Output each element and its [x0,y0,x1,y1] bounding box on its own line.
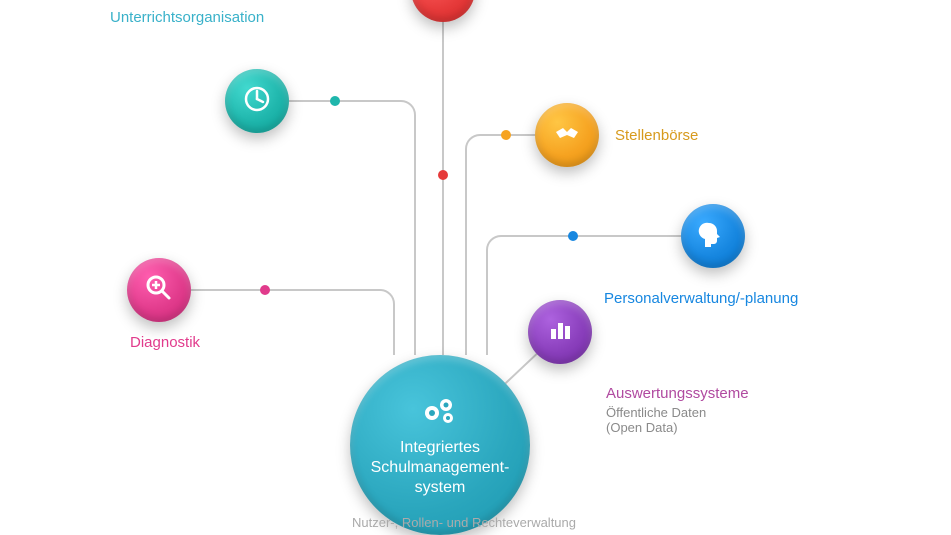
handshake-icon [552,118,582,153]
magnify-plus-icon [144,273,174,308]
connector-dot [438,170,448,180]
connector-dot [260,285,270,295]
center-node-title: IntegriertesSchulmanagement-system [371,438,510,498]
label-unterricht: Unterrichtsorganisation [110,9,264,26]
center-node: IntegriertesSchulmanagement-system [350,355,530,535]
label-personal: Personalverwaltung/-planung [604,290,798,307]
node-diagnostik [127,258,191,322]
node-stellenboerse [535,103,599,167]
label-stellenboerse: Stellenbörse [615,127,698,144]
label-diagnostik: Diagnostik [130,334,200,351]
diagram-canvas: Unterrichtsorganisation Diagnostik Stellen… [0,0,951,528]
connector-dot [501,130,511,140]
sublabel-auswertung: Öffentliche Daten(Open Data) [606,405,706,435]
gears-icon [418,393,462,432]
node-auswertung [528,300,592,364]
label-auswertung: Auswertungssysteme [606,385,749,402]
connector-dot [330,96,340,106]
node-personal [681,204,745,268]
node-unterricht [225,69,289,133]
head-icon [698,219,728,254]
clock-icon [242,84,272,119]
bars-icon [545,315,575,350]
connector-dot [568,231,578,241]
